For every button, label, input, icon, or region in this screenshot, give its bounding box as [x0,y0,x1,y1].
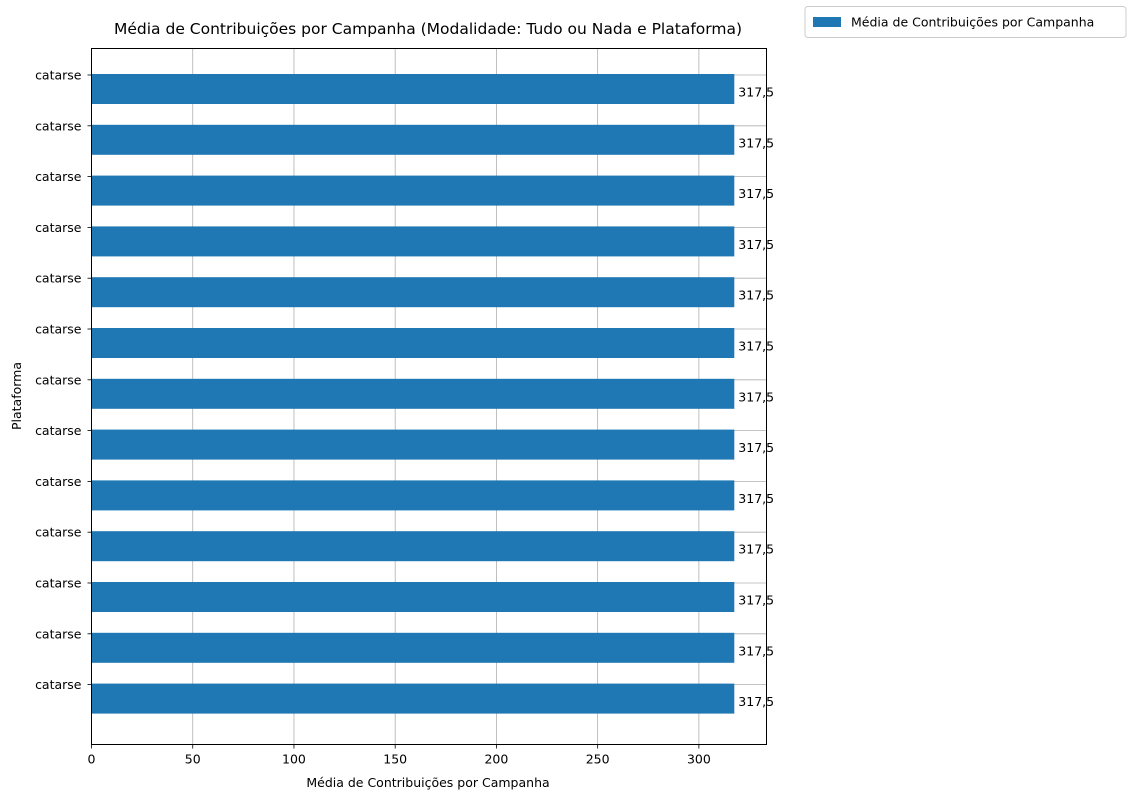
bar [91,429,735,460]
y-tick-label: catarse [35,372,82,387]
legend[interactable]: Média de Contribuições por Campanha [804,6,1127,38]
bar-value-label: 317,5 [738,694,774,709]
y-tick-label: catarse [35,220,82,235]
x-axis-label: Média de Contribuições por Campanha [306,775,549,790]
y-tick-label: catarse [35,576,82,591]
bar-value-label: 317,5 [738,491,774,506]
y-tick-label: catarse [35,525,82,540]
bar [91,378,735,409]
y-axis-ticks: catarse catarse catarse catarse catarse catar… [35,68,92,692]
x-axis-ticks: 0 50 100 150 200 250 300 [88,744,711,767]
bar [91,74,735,104]
bar-value-label: 317,5 [738,237,774,252]
y-tick-label: catarse [35,423,82,438]
bar [91,480,735,511]
y-tick-label: catarse [35,474,82,489]
bar-value-label: 317,5 [738,643,774,658]
y-axis-label: Plataforma [9,362,24,430]
bar [91,124,735,155]
x-tick-label: 250 [586,752,610,767]
y-tick-label: catarse [35,626,82,641]
y-tick-label: catarse [35,322,82,337]
bar-value-label: 317,5 [738,339,774,354]
y-tick-label: catarse [35,118,82,133]
x-tick-label: 100 [282,752,306,767]
data-labels: 317,5 317,5 317,5 317,5 317,5 317,5 317,5 317,5… [738,85,774,710]
bar [91,531,735,562]
bar [91,226,735,257]
legend-swatch [813,17,841,27]
bar [91,277,735,308]
bar-value-label: 317,5 [738,440,774,455]
bar-value-label: 317,5 [738,593,774,608]
x-tick-label: 0 [88,752,96,767]
plot-frame [91,48,767,745]
bar [91,582,735,612]
bar [91,328,735,358]
x-tick-label: 300 [687,752,711,767]
bar [91,632,735,663]
y-tick-label: catarse [35,677,82,692]
bar-value-label: 317,5 [738,186,774,201]
bar-value-label: 317,5 [738,542,774,557]
y-tick-label: catarse [35,271,82,286]
x-tick-label: 200 [484,752,508,767]
y-tick-label: catarse [35,169,82,184]
bar [91,683,735,714]
bar-value-label: 317,5 [738,389,774,404]
y-tick-label: catarse [35,68,82,83]
chart-title: Média de Contribuições por Campanha (Mod… [114,20,742,38]
bar [91,175,735,206]
legend-frame [804,6,1127,38]
bar-value-label: 317,5 [738,85,774,100]
bars [91,74,735,714]
x-tick-label: 50 [185,752,201,767]
legend-entry-label: Média de Contribuições por Campanha [851,15,1094,30]
bar-value-label: 317,5 [738,288,774,303]
bar-value-label: 317,5 [738,135,774,150]
x-tick-label: 150 [383,752,407,767]
